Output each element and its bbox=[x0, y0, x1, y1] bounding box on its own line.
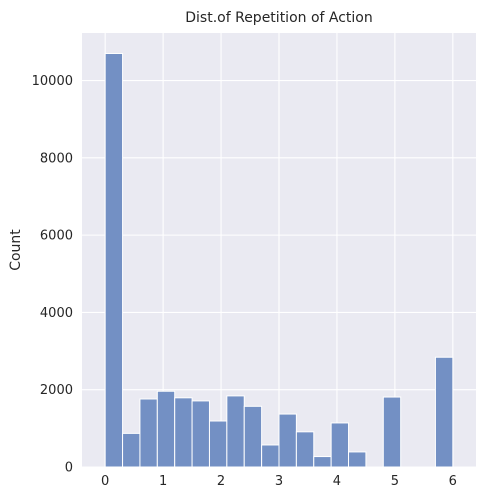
x-tick-label: 6 bbox=[449, 474, 457, 489]
y-tick-labels: 0 2000 4000 6000 8000 10000 bbox=[32, 74, 73, 475]
histogram-bar bbox=[104, 52, 124, 468]
y-tick-label: 6000 bbox=[40, 229, 73, 244]
x-tick-label: 4 bbox=[333, 474, 341, 489]
x-tick-label: 5 bbox=[391, 474, 399, 489]
x-tick-labels: 0 1 2 3 4 5 6 bbox=[101, 474, 457, 489]
y-tick-label: 8000 bbox=[40, 151, 73, 166]
histogram-bar bbox=[330, 422, 350, 468]
x-tick-label: 0 bbox=[101, 474, 109, 489]
histogram-bar bbox=[261, 444, 280, 468]
histogram-bar bbox=[156, 390, 176, 468]
histogram-bar bbox=[313, 456, 332, 468]
histogram-bar bbox=[434, 356, 454, 468]
histogram-bar bbox=[191, 400, 210, 468]
histogram-bar bbox=[208, 420, 228, 468]
y-tick-label: 2000 bbox=[40, 383, 73, 398]
histogram-bar bbox=[122, 432, 141, 468]
histogram-bar bbox=[174, 397, 193, 468]
chart-title: Dist.of Repetition of Action bbox=[185, 10, 373, 26]
histogram-bar bbox=[243, 405, 263, 468]
x-tick-label: 3 bbox=[275, 474, 283, 489]
histogram-bar bbox=[348, 451, 367, 468]
histogram-bar bbox=[226, 395, 245, 468]
histogram-bar bbox=[382, 396, 402, 468]
histogram-bar bbox=[295, 431, 315, 468]
y-tick-label: 0 bbox=[65, 461, 73, 476]
y-tick-label: 10000 bbox=[32, 74, 73, 89]
histogram-bar bbox=[139, 398, 158, 468]
histogram-bar bbox=[278, 413, 297, 468]
x-tick-label: 2 bbox=[217, 474, 225, 489]
y-axis-label: Count bbox=[8, 229, 24, 271]
y-tick-label: 4000 bbox=[40, 306, 73, 321]
x-tick-label: 1 bbox=[159, 474, 167, 489]
bars bbox=[104, 52, 454, 468]
